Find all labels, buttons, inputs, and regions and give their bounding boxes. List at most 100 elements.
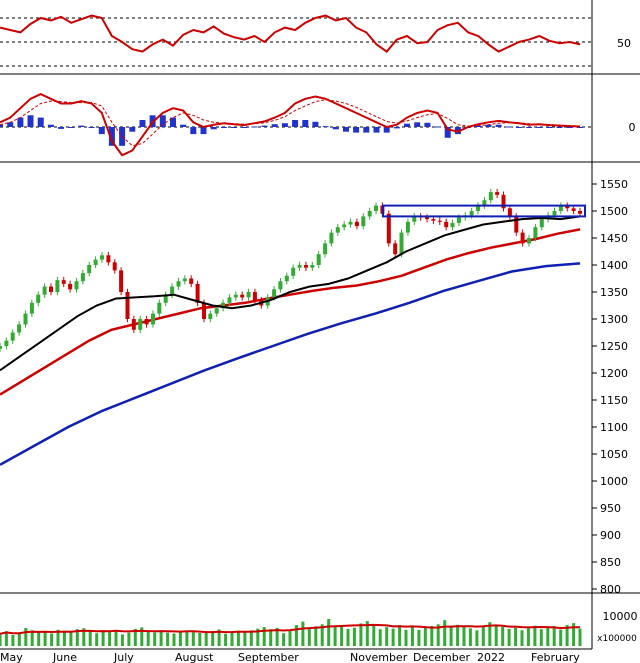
candle-body xyxy=(393,243,398,255)
volume-bar xyxy=(526,628,530,646)
volume-bar xyxy=(327,619,331,646)
macd-histogram-bar xyxy=(98,127,105,135)
volume-bar xyxy=(546,627,550,646)
candle-body xyxy=(405,221,410,233)
volume-bar xyxy=(249,630,253,646)
macd-histogram-bar xyxy=(78,125,85,127)
volume-bar xyxy=(262,627,266,646)
candle-body xyxy=(4,340,9,346)
candle-body xyxy=(23,313,28,325)
candle-body xyxy=(527,238,531,244)
candle-body xyxy=(100,255,104,260)
month-label: December xyxy=(413,651,471,663)
volume-bar xyxy=(301,621,305,646)
month-label: September xyxy=(238,651,299,663)
macd-histogram-bar xyxy=(231,127,237,128)
macd-histogram-bar xyxy=(343,127,349,132)
macd-histogram-bar xyxy=(139,120,146,127)
candle-body xyxy=(272,289,277,298)
macd-histogram-bar xyxy=(353,127,360,133)
candle-body xyxy=(437,220,442,222)
candle-body xyxy=(495,192,500,195)
candle-body xyxy=(571,208,576,211)
volume-bar xyxy=(178,631,182,646)
rsi-tick-label: 50 xyxy=(617,37,631,50)
volume-bar xyxy=(198,633,202,646)
macd-histogram-bar xyxy=(0,124,3,127)
macd-histogram-bar xyxy=(434,126,441,128)
candle-body xyxy=(399,232,404,255)
volume-bar xyxy=(475,630,479,646)
volume-bar xyxy=(217,629,221,646)
candle-body xyxy=(49,286,53,292)
volume-average-line xyxy=(0,623,581,635)
volume-bar xyxy=(37,632,41,646)
month-label: August xyxy=(175,651,214,663)
volume-bar xyxy=(30,630,34,646)
volume-bar xyxy=(108,632,112,646)
candle-body xyxy=(214,308,219,314)
macd-histogram-bar xyxy=(210,127,217,130)
macd-histogram-bar xyxy=(7,122,14,127)
macd-histogram-bar xyxy=(393,127,400,129)
macd-histogram-bar xyxy=(495,124,502,127)
candle-body xyxy=(303,265,308,268)
moving-average-red xyxy=(0,228,581,396)
candle-body xyxy=(469,211,474,216)
volume-bar xyxy=(133,628,137,646)
candle-body xyxy=(284,275,289,282)
macd-histogram-bar xyxy=(424,122,431,127)
volume-bar xyxy=(572,623,576,646)
candle-body xyxy=(444,221,449,228)
macd-panel: 0 xyxy=(0,92,636,157)
candle-body xyxy=(246,292,251,298)
volume-bar xyxy=(372,625,376,646)
candle-body xyxy=(558,205,563,211)
candle-body xyxy=(342,224,347,228)
volume-bar xyxy=(56,629,60,646)
volume-tick-label: 10000 xyxy=(603,610,638,623)
macd-tick-label: 0 xyxy=(629,121,636,134)
macd-histogram-bar xyxy=(17,117,24,127)
rsi-panel: 50 xyxy=(0,14,631,67)
volume-bar xyxy=(243,632,247,646)
volume-bar xyxy=(514,627,518,646)
candle-body xyxy=(354,221,359,227)
volume-bar xyxy=(191,632,195,646)
macd-histogram-bar xyxy=(27,115,34,128)
price-tick-label: 1400 xyxy=(600,259,628,272)
macd-histogram-bar xyxy=(454,127,461,135)
volume-bar xyxy=(159,631,163,646)
macd-histogram-bar xyxy=(292,120,299,127)
volume-bar xyxy=(288,629,292,646)
macd-histogram-bar xyxy=(475,125,482,127)
candle-body xyxy=(29,302,34,314)
volume-bar xyxy=(391,628,395,646)
macd-histogram-bar xyxy=(526,127,533,128)
volume-bar xyxy=(410,626,414,646)
macd-histogram-bar xyxy=(47,124,54,127)
macd-histogram-bar xyxy=(37,117,44,127)
volume-bar xyxy=(559,629,563,646)
candle-body xyxy=(514,216,519,233)
candle-body xyxy=(176,281,181,287)
candle-body xyxy=(221,302,226,309)
candle-body xyxy=(87,265,92,274)
volume-bar xyxy=(50,633,54,646)
candle-body xyxy=(361,216,366,227)
volume-bar xyxy=(62,631,66,646)
candle-body xyxy=(431,219,436,221)
price-tick-label: 1000 xyxy=(600,475,628,488)
price-tick-label: 950 xyxy=(600,502,621,515)
volume-bars xyxy=(0,619,582,647)
volume-bar xyxy=(333,626,337,646)
price-tick-label: 1300 xyxy=(600,313,628,326)
macd-histogram-bar xyxy=(322,126,329,128)
macd-line xyxy=(0,92,581,157)
volume-bar xyxy=(488,622,492,646)
volume-bar xyxy=(69,632,73,646)
volume-bar xyxy=(340,625,344,646)
volume-bar xyxy=(24,628,28,646)
volume-bar xyxy=(398,625,402,646)
volume-bar xyxy=(153,632,157,646)
